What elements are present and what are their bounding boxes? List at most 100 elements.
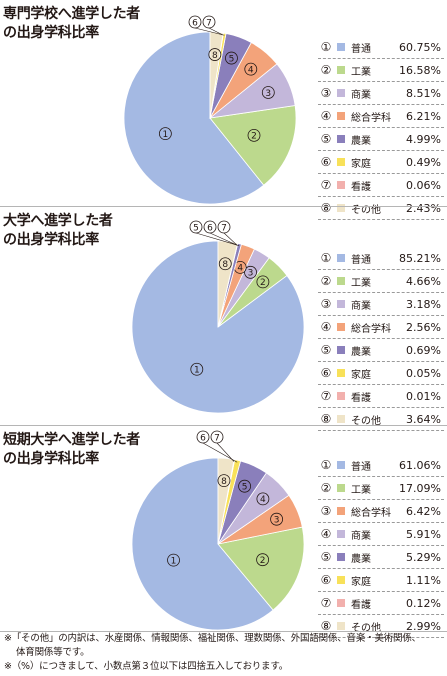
legend-row: ⑤ 農業 0.69% xyxy=(318,339,444,362)
legend-number: ② xyxy=(320,481,332,495)
callout-leader-line xyxy=(223,232,238,246)
legend-row: ⑥ 家庭 0.49% xyxy=(318,151,444,174)
legend-number: ③ xyxy=(320,297,332,311)
legend-row: ⑥ 家庭 1.11% xyxy=(318,569,444,592)
slice-number-label: 1 xyxy=(194,366,200,376)
legend-value: 3.18% xyxy=(406,297,441,311)
legend-label: 普通 xyxy=(351,43,371,55)
legend-label: 看護 xyxy=(351,181,371,193)
legend-label: 家庭 xyxy=(351,158,371,170)
callout-leader-line xyxy=(194,27,225,36)
legend-swatch xyxy=(337,576,345,584)
legend-row: ③ 商業 8.51% xyxy=(318,82,444,105)
legend-label: 工業 xyxy=(351,66,371,78)
legend-value: 61.06% xyxy=(399,458,441,472)
legend-swatch xyxy=(337,622,345,630)
pie-slice xyxy=(131,457,274,631)
legend-value: 4.66% xyxy=(406,274,441,288)
legend-row: ① 普通 61.06% xyxy=(318,454,444,477)
slice-number-ring xyxy=(270,512,284,526)
legend-label: 普通 xyxy=(351,461,371,473)
legend-number: ⑤ xyxy=(320,132,332,146)
legend-label: 工業 xyxy=(351,277,371,289)
legend-swatch xyxy=(337,599,345,607)
legend-number: ⑦ xyxy=(320,178,332,192)
callout-number-ring xyxy=(203,220,217,234)
pie-slice xyxy=(217,526,305,611)
legend-label: その他 xyxy=(351,415,381,427)
legend-number: ⑧ xyxy=(320,619,332,633)
legend: ① 普通 61.06% ② 工業 17.09% ③ 総合学科 6.42% ④ 商業 5.91% ⑤ 農業 5… xyxy=(318,454,444,638)
legend-number: ③ xyxy=(320,86,332,100)
legend-swatch xyxy=(337,530,345,538)
title-line-2: の出身学科比率 xyxy=(3,25,99,41)
legend-swatch xyxy=(337,112,345,120)
legend-row: ⑧ その他 2.99% xyxy=(318,615,444,638)
chart-title: 短期大学へ進学した者 の出身学科比率 xyxy=(3,431,140,469)
callout-leader-line xyxy=(195,232,240,246)
legend-swatch xyxy=(337,181,345,189)
legend-row: ⑦ 看護 0.06% xyxy=(318,174,444,197)
legend-value: 2.56% xyxy=(406,320,441,334)
legend-value: 0.06% xyxy=(406,178,441,192)
callout-leader-line xyxy=(209,232,238,246)
legend-row: ⑤ 農業 4.99% xyxy=(318,128,444,151)
legend-value: 5.91% xyxy=(406,527,441,541)
callout-number-label: 7 xyxy=(206,18,212,28)
legend-value: 0.12% xyxy=(406,596,441,610)
legend: ① 普通 85.21% ② 工業 4.66% ③ 商業 3.18% ④ 総合学科 2.56% ⑤ 農業 0.… xyxy=(318,247,444,431)
title-line-2: の出身学科比率 xyxy=(3,232,99,248)
legend-label: 商業 xyxy=(351,89,371,101)
legend-label: 普通 xyxy=(351,254,371,266)
legend-row: ④ 総合学科 2.56% xyxy=(318,316,444,339)
legend-number: ④ xyxy=(320,527,332,541)
legend-swatch xyxy=(337,323,345,331)
legend-label: 家庭 xyxy=(351,369,371,381)
legend-label: 看護 xyxy=(351,599,371,611)
legend-number: ④ xyxy=(320,109,332,123)
legend-value: 1.11% xyxy=(406,573,441,587)
legend-swatch xyxy=(337,369,345,377)
legend-number: ⑧ xyxy=(320,412,332,426)
callout-number-label: 6 xyxy=(200,433,206,443)
callout-leader-line xyxy=(208,27,224,36)
slice-number-label: 8 xyxy=(212,51,218,61)
legend-number: ⑤ xyxy=(320,550,332,564)
callout-number-label: 7 xyxy=(221,223,227,233)
legend-value: 0.69% xyxy=(406,343,441,357)
legend-value: 6.42% xyxy=(406,504,441,518)
legend-number: ⑥ xyxy=(320,366,332,380)
legend-swatch xyxy=(337,392,345,400)
legend-value: 3.64% xyxy=(406,412,441,426)
callout-number-ring xyxy=(202,15,216,29)
legend-number: ③ xyxy=(320,504,332,518)
slice-number-ring xyxy=(256,492,270,506)
callout-number-label: 7 xyxy=(214,433,220,443)
footnote-line: ※（%）につきまして、小数点第３位以下は四捨五入しております。 xyxy=(4,661,289,672)
slice-number-ring xyxy=(218,257,232,271)
legend-value: 6.21% xyxy=(406,109,441,123)
slice-number-label: 8 xyxy=(222,260,228,270)
slice-number-label: 4 xyxy=(248,65,254,75)
legend-value: 2.99% xyxy=(406,619,441,633)
legend-value: 85.21% xyxy=(399,251,441,265)
slice-number-ring xyxy=(244,265,257,279)
slice-number-label: 2 xyxy=(260,556,266,566)
slice-number-ring xyxy=(244,62,258,76)
legend-number: ⑧ xyxy=(320,201,332,215)
legend-swatch xyxy=(337,415,345,423)
legend-number: ④ xyxy=(320,320,332,334)
legend-number: ⑦ xyxy=(320,389,332,403)
legend-swatch xyxy=(337,300,345,308)
callout-number-ring xyxy=(196,430,210,444)
legend-label: 農業 xyxy=(351,346,371,358)
slice-number-ring xyxy=(256,553,270,567)
legend-row: ⑥ 家庭 0.05% xyxy=(318,362,444,385)
slice-number-ring xyxy=(217,474,231,488)
legend-label: 総合学科 xyxy=(351,112,391,124)
legend-label: 商業 xyxy=(351,300,371,312)
slice-number-label: 5 xyxy=(229,54,235,64)
